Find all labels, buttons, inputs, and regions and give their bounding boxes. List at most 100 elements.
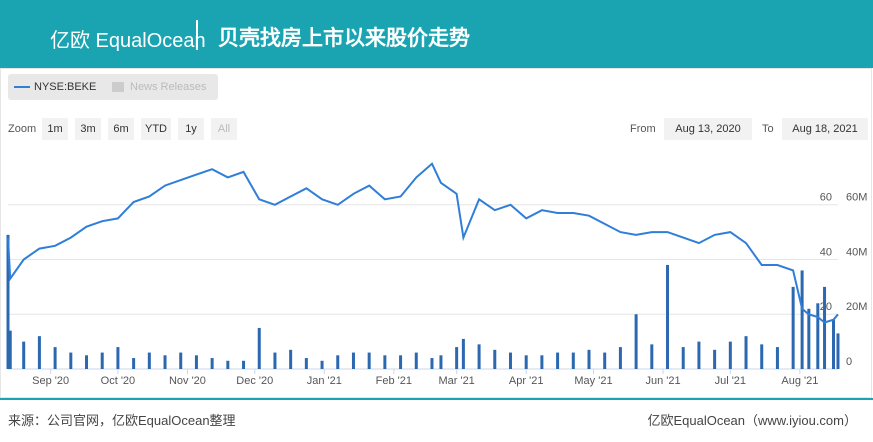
y2-tick-label: 0 bbox=[846, 356, 852, 368]
volume-bar bbox=[713, 349, 717, 369]
volume-bar bbox=[681, 347, 685, 369]
volume-bar bbox=[775, 347, 779, 369]
volume-bar bbox=[791, 286, 795, 369]
x-tick-label: Aug '21 bbox=[781, 375, 818, 387]
from-label: From bbox=[630, 123, 656, 135]
volume-bar bbox=[760, 344, 764, 369]
volume-bar bbox=[8, 330, 12, 369]
y-tick-label: 40 bbox=[820, 246, 832, 258]
to-input-bg bbox=[782, 118, 868, 140]
volume-bar bbox=[744, 336, 748, 369]
zoom-label: Zoom bbox=[8, 123, 36, 135]
volume-bar bbox=[383, 355, 387, 369]
x-tick-label: Dec '20 bbox=[236, 375, 273, 387]
volume-bar bbox=[807, 308, 811, 369]
volume-bar bbox=[800, 270, 804, 369]
x-tick-label: May '21 bbox=[574, 375, 612, 387]
zoom-button[interactable]: 6m bbox=[113, 123, 128, 135]
price-line bbox=[7, 162, 839, 324]
volume-bar bbox=[634, 314, 638, 369]
x-tick-label: Jan '21 bbox=[307, 375, 342, 387]
volume-bar bbox=[304, 358, 308, 369]
footer: 来源：公司官网，亿欧EqualOcean整理 亿欧EqualOcean（www.… bbox=[0, 398, 873, 442]
volume-bar bbox=[257, 327, 261, 369]
volume-bar bbox=[524, 355, 528, 369]
zoom-button[interactable]: 1m bbox=[47, 123, 62, 135]
y2-tick-label: 20M bbox=[846, 301, 867, 313]
volume-bar bbox=[100, 352, 104, 369]
zoom-button[interactable]: 3m bbox=[80, 123, 95, 135]
volume-bar bbox=[85, 355, 89, 369]
volume-bar bbox=[163, 355, 167, 369]
volume-bar bbox=[69, 352, 73, 369]
volume-bar bbox=[618, 347, 622, 369]
legend-item[interactable]: News Releases bbox=[130, 81, 207, 93]
volume-bar bbox=[728, 341, 732, 369]
chart: NYSE:BEKE News Releases Zoom From Aug 13… bbox=[0, 68, 872, 398]
header: 亿欧 EqualOcean 贝壳找房上市以来股价走势 bbox=[0, 0, 873, 68]
volume-bar bbox=[571, 352, 575, 369]
x-tick-label: Nov '20 bbox=[169, 375, 206, 387]
volume-bar bbox=[242, 360, 246, 369]
volume-bar bbox=[697, 341, 701, 369]
x-tick-label: Apr '21 bbox=[509, 375, 544, 387]
volume-bar bbox=[508, 352, 512, 369]
y-tick-label: 60 bbox=[820, 192, 832, 204]
volume-bar bbox=[455, 347, 459, 369]
x-tick-label: Oct '20 bbox=[101, 375, 136, 387]
volume-bar bbox=[147, 352, 151, 369]
volume-bar bbox=[414, 352, 418, 369]
volume-bar bbox=[226, 360, 230, 369]
separator bbox=[196, 20, 198, 50]
x-tick-label: Feb '21 bbox=[376, 375, 412, 387]
x-tick-label: Mar '21 bbox=[438, 375, 474, 387]
volume-bar bbox=[540, 355, 544, 369]
zoom-button[interactable]: YTD bbox=[145, 123, 167, 135]
y2-tick-label: 60M bbox=[846, 192, 867, 204]
volume-bar bbox=[132, 358, 136, 369]
volume-bar bbox=[556, 352, 560, 369]
chart-frame bbox=[0, 68, 872, 398]
volume-bar bbox=[823, 286, 827, 369]
volume-bar bbox=[430, 358, 434, 369]
zoom-button-bg bbox=[42, 118, 68, 140]
legend-item[interactable]: NYSE:BEKE bbox=[34, 81, 96, 93]
volume-bar bbox=[336, 355, 340, 369]
to-label: To bbox=[762, 123, 774, 135]
volume-bar bbox=[289, 349, 293, 369]
volume-bar bbox=[116, 347, 120, 369]
volume-bar bbox=[210, 358, 214, 369]
legend-swatch bbox=[112, 82, 124, 92]
volume-bar bbox=[399, 355, 403, 369]
volume-bar bbox=[273, 352, 277, 369]
y2-tick-label: 40M bbox=[846, 246, 867, 258]
volume-bar bbox=[650, 344, 654, 369]
volume-bar bbox=[461, 338, 465, 369]
x-tick-label: Jul '21 bbox=[715, 375, 746, 387]
volume-bar bbox=[179, 352, 183, 369]
volume-bar bbox=[6, 234, 10, 369]
title: 贝壳找房上市以来股价走势 bbox=[218, 27, 470, 50]
volume-bar bbox=[351, 352, 355, 369]
site: 亿欧EqualOcean（www.iyiou.com） bbox=[647, 413, 857, 428]
zoom-button-bg bbox=[211, 118, 237, 140]
to-input[interactable]: Aug 18, 2021 bbox=[792, 123, 857, 135]
zoom-button[interactable]: 1y bbox=[185, 123, 197, 135]
from-input[interactable]: Aug 13, 2020 bbox=[675, 123, 740, 135]
volume-bar bbox=[832, 319, 836, 369]
volume-bar bbox=[587, 349, 591, 369]
zoom-button-bg bbox=[178, 118, 204, 140]
volume-bar bbox=[320, 360, 324, 369]
volume-bar bbox=[37, 336, 41, 369]
from-input-bg bbox=[664, 118, 752, 140]
source: 来源：公司官网，亿欧EqualOcean整理 bbox=[8, 413, 236, 428]
volume-bar bbox=[493, 349, 497, 369]
zoom-button[interactable]: All bbox=[218, 123, 230, 135]
x-tick-label: Sep '20 bbox=[32, 375, 69, 387]
x-tick-label: Jun '21 bbox=[645, 375, 680, 387]
volume-bar bbox=[53, 347, 57, 369]
volume-bar bbox=[477, 344, 481, 369]
volume-bar bbox=[816, 303, 820, 369]
volume-bar bbox=[367, 352, 371, 369]
